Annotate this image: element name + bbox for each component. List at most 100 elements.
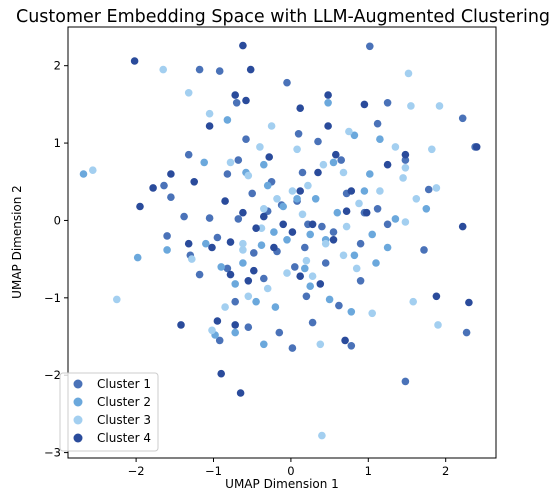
data-point-cluster-4 — [205, 122, 214, 130]
data-point-cluster-4 — [329, 236, 338, 244]
data-point-cluster-2 — [293, 195, 301, 203]
data-point-cluster-3 — [244, 292, 253, 301]
data-point-cluster-4 — [250, 266, 258, 275]
data-point-cluster-3 — [401, 164, 410, 172]
legend: Cluster 1 Cluster 2 Cluster 3 Cluster 4 — [59, 372, 159, 452]
data-point-cluster-1 — [163, 232, 171, 240]
data-point-cluster-3 — [308, 272, 317, 281]
data-point-cluster-3 — [208, 326, 216, 335]
data-point-cluster-2 — [260, 160, 268, 169]
data-point-cluster-1 — [301, 243, 309, 252]
data-point-cluster-3 — [257, 224, 266, 232]
chart-title: Customer Embedding Space with LLM-Augmen… — [16, 7, 550, 27]
data-point-cluster-3 — [159, 65, 167, 74]
data-points — [79, 41, 481, 440]
series-cluster-3 — [89, 65, 444, 440]
data-point-cluster-2 — [271, 303, 280, 311]
data-point-cluster-2 — [270, 228, 278, 236]
data-point-cluster-4 — [231, 91, 239, 99]
data-point-cluster-2 — [231, 280, 239, 288]
data-point-cluster-3 — [399, 174, 407, 182]
data-point-cluster-1 — [337, 156, 346, 164]
data-point-cluster-1 — [242, 135, 250, 143]
data-point-cluster-3 — [283, 269, 291, 277]
data-point-cluster-3 — [339, 168, 348, 177]
data-point-cluster-1 — [223, 170, 232, 178]
data-point-cluster-3 — [368, 309, 377, 318]
data-point-cluster-3 — [113, 295, 121, 304]
data-point-cluster-2 — [260, 340, 268, 349]
data-point-cluster-3 — [391, 143, 400, 151]
data-point-cluster-3 — [409, 297, 418, 306]
data-point-cluster-1 — [366, 42, 374, 51]
data-point-cluster-2 — [263, 181, 272, 190]
data-point-cluster-4 — [184, 239, 193, 248]
data-point-cluster-2 — [217, 263, 225, 271]
data-point-cluster-4 — [458, 222, 467, 231]
y-tick-label: 1 — [54, 136, 61, 150]
data-point-cluster-3 — [244, 171, 253, 180]
data-point-cluster-1 — [195, 270, 204, 279]
data-point-cluster-4 — [190, 178, 198, 186]
data-point-cluster-2 — [231, 328, 239, 337]
data-point-cluster-1 — [314, 137, 322, 146]
data-point-cluster-4 — [236, 389, 245, 397]
data-point-cluster-1 — [302, 292, 311, 301]
data-point-cluster-2 — [202, 239, 210, 248]
data-point-cluster-3 — [188, 255, 196, 263]
data-point-cluster-3 — [355, 199, 363, 208]
data-point-cluster-1 — [184, 150, 193, 159]
data-point-cluster-2 — [252, 297, 260, 306]
legend-label-cluster-2: Cluster 2 — [97, 395, 151, 409]
data-point-cluster-1 — [288, 344, 297, 352]
data-point-cluster-3 — [267, 122, 276, 130]
data-point-cluster-2 — [257, 241, 266, 249]
data-point-cluster-3 — [412, 195, 421, 203]
data-point-cluster-1 — [462, 328, 471, 337]
legend-marker-cluster-2 — [73, 397, 83, 407]
data-point-cluster-2 — [350, 251, 359, 260]
data-point-cluster-2 — [79, 170, 88, 178]
data-point-cluster-2 — [133, 253, 142, 262]
data-point-cluster-1 — [231, 297, 239, 306]
data-point-cluster-2 — [279, 202, 288, 211]
x-tick-label: 0 — [287, 464, 294, 478]
data-point-cluster-4 — [332, 150, 340, 159]
data-point-cluster-1 — [167, 193, 175, 201]
y-axis-label: UMAP Dimension 2 — [10, 185, 24, 299]
data-point-cluster-3 — [407, 102, 415, 110]
legend-label-cluster-1: Cluster 1 — [97, 377, 151, 391]
data-point-cluster-4 — [149, 184, 157, 192]
data-point-cluster-3 — [432, 184, 441, 192]
y-tick-label: −3 — [44, 446, 61, 460]
x-tick-label: 1 — [365, 464, 372, 478]
data-point-cluster-3 — [273, 195, 281, 203]
data-point-cluster-4 — [242, 96, 250, 105]
legend-frame — [59, 372, 159, 452]
data-point-cluster-3 — [434, 321, 442, 329]
data-point-cluster-3 — [428, 145, 436, 154]
y-tick-label: 2 — [54, 59, 61, 73]
data-point-cluster-2 — [383, 243, 392, 252]
data-point-cluster-4 — [167, 170, 175, 178]
data-point-cluster-4 — [347, 187, 356, 195]
data-point-cluster-3 — [256, 143, 264, 151]
data-point-cluster-1 — [383, 99, 392, 107]
data-point-cluster-2 — [376, 135, 384, 143]
data-point-cluster-1 — [424, 185, 433, 194]
data-point-cluster-4 — [136, 202, 144, 211]
data-point-cluster-4 — [239, 41, 247, 50]
data-point-cluster-3 — [321, 239, 330, 248]
data-point-cluster-3 — [318, 431, 326, 440]
data-point-cluster-3 — [352, 264, 361, 273]
data-point-cluster-4 — [221, 197, 229, 205]
data-point-cluster-1 — [283, 78, 291, 87]
data-point-cluster-2 — [239, 259, 247, 267]
data-point-cluster-4 — [341, 336, 349, 345]
data-point-cluster-1 — [213, 233, 222, 242]
data-point-cluster-4 — [231, 321, 239, 329]
data-point-cluster-2 — [368, 230, 377, 239]
legend-label-cluster-4: Cluster 4 — [97, 431, 151, 445]
data-point-cluster-2 — [347, 308, 356, 316]
legend-marker-cluster-1 — [73, 379, 83, 389]
